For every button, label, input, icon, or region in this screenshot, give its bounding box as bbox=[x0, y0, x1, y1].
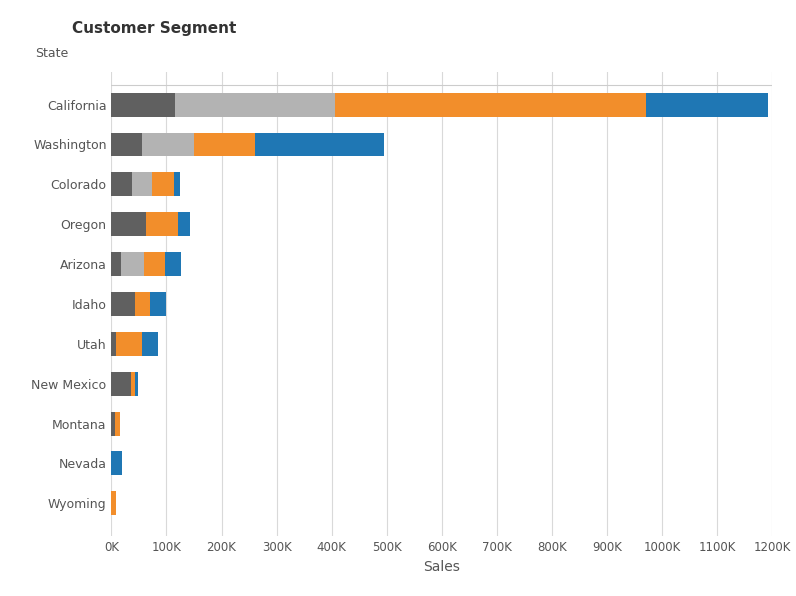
Bar bbox=[646, 92, 768, 117]
Bar bbox=[111, 332, 116, 356]
Bar bbox=[142, 332, 158, 356]
Bar bbox=[174, 172, 180, 196]
Bar bbox=[146, 212, 178, 236]
Bar bbox=[111, 292, 135, 316]
Bar bbox=[111, 372, 131, 396]
Bar bbox=[111, 212, 146, 236]
Bar bbox=[111, 452, 123, 476]
Bar bbox=[131, 372, 135, 396]
Bar bbox=[178, 212, 189, 236]
Bar bbox=[151, 172, 174, 196]
Text: Customer Segment: Customer Segment bbox=[72, 21, 236, 36]
X-axis label: Sales: Sales bbox=[423, 560, 460, 574]
Bar bbox=[145, 252, 166, 276]
Bar bbox=[115, 412, 120, 436]
Bar bbox=[111, 412, 115, 436]
Bar bbox=[121, 252, 145, 276]
Bar bbox=[255, 132, 384, 156]
Text: State: State bbox=[36, 47, 68, 60]
Bar bbox=[111, 132, 142, 156]
Bar bbox=[132, 172, 151, 196]
Bar bbox=[111, 92, 175, 117]
Bar bbox=[335, 92, 646, 117]
Bar bbox=[166, 252, 181, 276]
Bar bbox=[111, 252, 121, 276]
Bar bbox=[175, 92, 335, 117]
Bar bbox=[111, 491, 116, 516]
Bar bbox=[150, 292, 166, 316]
Bar bbox=[135, 372, 138, 396]
Bar bbox=[135, 292, 150, 316]
Bar bbox=[194, 132, 255, 156]
Bar bbox=[111, 172, 132, 196]
Bar bbox=[142, 132, 194, 156]
Bar bbox=[116, 332, 142, 356]
